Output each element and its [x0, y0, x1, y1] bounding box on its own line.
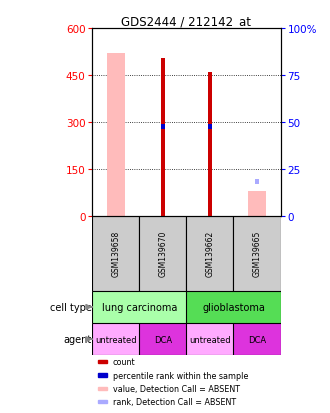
Text: GSM139658: GSM139658: [112, 230, 120, 277]
Bar: [186, 216, 234, 291]
Text: cell type: cell type: [50, 302, 91, 312]
Bar: [161, 125, 165, 129]
Text: DCA: DCA: [248, 335, 266, 344]
Bar: [186, 291, 280, 323]
Text: lung carcinoma: lung carcinoma: [102, 302, 177, 312]
Bar: [98, 360, 107, 363]
Bar: [98, 400, 107, 404]
Text: untreated: untreated: [95, 335, 137, 344]
Bar: [234, 216, 280, 291]
Bar: [234, 323, 280, 355]
Bar: [208, 73, 212, 216]
Text: untreated: untreated: [189, 335, 231, 344]
Bar: [255, 180, 259, 184]
Bar: [208, 125, 212, 129]
Text: glioblastoma: glioblastoma: [202, 302, 265, 312]
Text: agent: agent: [63, 334, 91, 344]
Bar: [140, 323, 186, 355]
Bar: [92, 323, 140, 355]
Text: GSM139662: GSM139662: [206, 230, 214, 277]
Bar: [248, 191, 266, 216]
Text: GSM139665: GSM139665: [252, 230, 261, 277]
Text: value, Detection Call = ABSENT: value, Detection Call = ABSENT: [113, 384, 240, 393]
Bar: [140, 216, 186, 291]
Bar: [98, 387, 107, 390]
Bar: [98, 373, 107, 377]
Bar: [92, 216, 140, 291]
Bar: [186, 323, 234, 355]
Bar: [92, 291, 186, 323]
Text: percentile rank within the sample: percentile rank within the sample: [113, 370, 248, 380]
Text: count: count: [113, 357, 135, 366]
Bar: [161, 59, 165, 216]
Text: DCA: DCA: [154, 335, 172, 344]
Text: rank, Detection Call = ABSENT: rank, Detection Call = ABSENT: [113, 397, 236, 406]
Text: GSM139670: GSM139670: [158, 230, 167, 277]
Title: GDS2444 / 212142_at: GDS2444 / 212142_at: [121, 15, 251, 28]
Bar: [107, 54, 125, 216]
